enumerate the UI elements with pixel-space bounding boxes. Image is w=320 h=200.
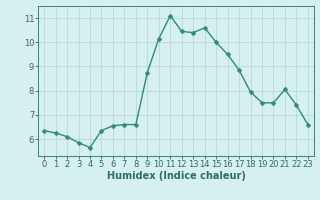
X-axis label: Humidex (Indice chaleur): Humidex (Indice chaleur): [107, 171, 245, 181]
